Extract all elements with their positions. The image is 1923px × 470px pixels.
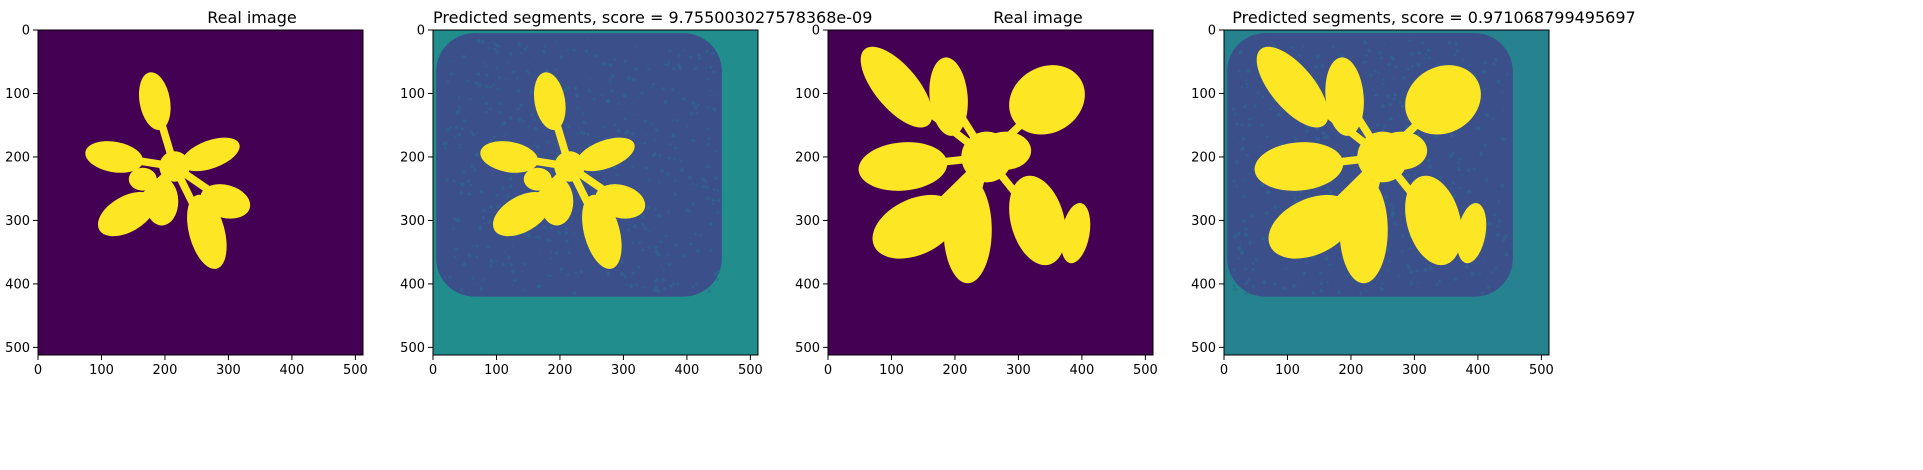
axes-frame (827, 29, 1154, 356)
y-tick-label: 0 (417, 24, 425, 39)
y-tick-label: 100 (795, 87, 820, 102)
panel-title: Predicted segments, score = 0.9710687994… (1232, 8, 1636, 27)
x-tick-label: 200 (1339, 363, 1364, 378)
panel-title: Real image (993, 8, 1083, 27)
mask-background (38, 30, 363, 355)
image-axes: 0 100 200 300 400 500 0 100 200 300 400 500 (795, 24, 1158, 379)
plant-segmentation (480, 72, 646, 269)
x-tick-label: 0 (429, 363, 437, 378)
y-tick-label: 300 (1191, 214, 1216, 229)
y-tick-label: 200 (5, 150, 30, 165)
y-tick-label: 200 (795, 150, 820, 165)
y-tick-label: 200 (400, 150, 425, 165)
y-tick-label: 400 (1191, 277, 1216, 292)
y-tick-label: 300 (795, 214, 820, 229)
x-tick-label: 400 (279, 363, 304, 378)
x-tick-label: 0 (824, 363, 832, 378)
x-tick-label: 500 (1133, 363, 1158, 378)
image-content (433, 30, 758, 355)
y-tick-label: 0 (22, 24, 30, 39)
image-axes: 0 100 200 300 400 500 0 100 200 300 400 500 (400, 24, 763, 379)
x-tick-label: 500 (1529, 363, 1554, 378)
x-tick-label: 500 (343, 363, 368, 378)
x-tick-label: 100 (1275, 363, 1300, 378)
y-tick-label: 300 (400, 214, 425, 229)
x-tick-label: 200 (943, 363, 968, 378)
plant-segmentation (85, 72, 251, 269)
panel-real-image-1: Real image 0 100 200 300 400 500 0 100 200 300 400… (0, 0, 480, 470)
plant-segmentation (1254, 46, 1487, 284)
x-tick-label: 300 (216, 363, 241, 378)
x-tick-label: 100 (89, 363, 114, 378)
plant-segmentation (858, 46, 1091, 284)
x-tick-label: 300 (1006, 363, 1031, 378)
image-content (1224, 30, 1549, 355)
x-tick-label: 400 (1465, 363, 1490, 378)
panel-predicted-segments-2: Predicted segments, score = 0.9710687994… (1186, 0, 1666, 470)
x-tick-label: 200 (548, 363, 573, 378)
y-tick-label: 500 (400, 341, 425, 356)
image-content (38, 30, 363, 355)
x-tick-label: 300 (1402, 363, 1427, 378)
image-axes: 0 100 200 300 400 500 0 100 200 300 400 500 (5, 24, 368, 379)
x-tick-label: 400 (1069, 363, 1094, 378)
y-tick-label: 500 (5, 341, 30, 356)
image-axes: 0 100 200 300 400 500 0 100 200 300 400 500 (1191, 24, 1554, 379)
y-tick-label: 500 (795, 341, 820, 356)
y-tick-label: 100 (400, 87, 425, 102)
panel-title: Real image (207, 8, 297, 27)
y-tick-label: 400 (400, 277, 425, 292)
y-tick-label: 400 (795, 277, 820, 292)
x-tick-label: 100 (484, 363, 509, 378)
y-tick-label: 100 (5, 87, 30, 102)
panel-predicted-segments-1: Predicted segments, score = 9.7550030275… (395, 0, 875, 470)
x-tick-label: 0 (1220, 363, 1228, 378)
y-tick-label: 100 (1191, 87, 1216, 102)
panel-real-image-2: Real image 0 100 200 300 400 500 0 100 200 300 400… (790, 0, 1270, 470)
axes-frame (432, 29, 759, 356)
y-tick-label: 300 (5, 214, 30, 229)
x-tick-label: 500 (738, 363, 763, 378)
x-tick-label: 200 (153, 363, 178, 378)
axes-frame (1223, 29, 1550, 356)
x-tick-label: 300 (611, 363, 636, 378)
x-tick-label: 100 (879, 363, 904, 378)
y-tick-label: 0 (812, 24, 820, 39)
y-tick-label: 200 (1191, 150, 1216, 165)
image-content (828, 30, 1153, 355)
y-tick-label: 400 (5, 277, 30, 292)
axes-frame (37, 29, 364, 356)
y-tick-label: 500 (1191, 341, 1216, 356)
x-tick-label: 0 (34, 363, 42, 378)
y-tick-label: 0 (1208, 24, 1216, 39)
x-tick-label: 400 (674, 363, 699, 378)
panel-title: Predicted segments, score = 9.7550030275… (433, 8, 873, 27)
